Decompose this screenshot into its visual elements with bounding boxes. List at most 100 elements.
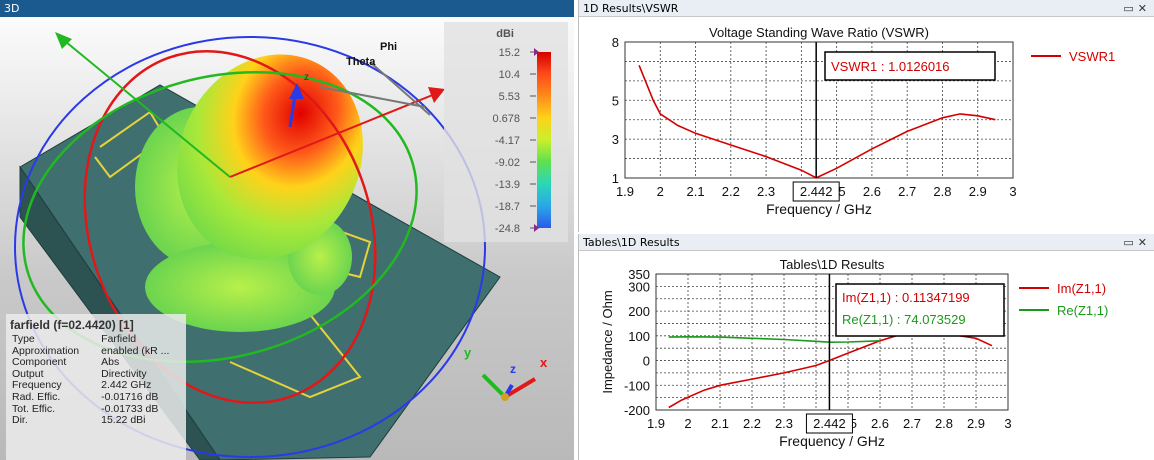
colorbar-tick-label: -18.7 <box>495 201 520 213</box>
colorbar-legend: dBi 15.2 10.4 5.53 0.678 -4.17 -9.02 -13.9 -18.7… <box>444 22 568 242</box>
marker-label: 2.442 <box>813 416 846 431</box>
y-tick-label: 350 <box>628 267 650 282</box>
triad-label-x: x <box>540 355 548 370</box>
axis-label-theta: Theta <box>346 56 376 68</box>
y-tick-label: 100 <box>628 329 650 344</box>
impedance-readout-box <box>835 283 1005 337</box>
y-tick-label: 0 <box>643 354 650 369</box>
axis-green-head <box>55 32 72 49</box>
marker-label: 2.442 <box>800 184 833 199</box>
y-tick-label: 5 <box>612 93 619 108</box>
info-value: Directivity <box>101 367 147 380</box>
info-value: Farfield <box>101 333 137 345</box>
info-value: 15.22 dBi <box>101 414 146 427</box>
triad-label-y: y <box>464 345 472 360</box>
pattern-lobe-bottom <box>145 242 335 332</box>
colorbar-tick-label: 10.4 <box>499 69 520 81</box>
farfield-3d-pane[interactable]: 3D <box>0 0 574 460</box>
colorbar-min-marker <box>534 224 539 232</box>
colorbar-tick-label: 15.2 <box>499 47 520 59</box>
impedance-chart[interactable]: Tables\1D Results1.922.12.22.32.42.52.62… <box>579 252 1154 460</box>
phi-circle-blue <box>14 36 486 458</box>
pane-z-titlebar[interactable]: Tables\1D Results ▭✕ <box>579 234 1154 251</box>
x-tick-label: 2 <box>657 184 664 199</box>
y-axis-label: Impedance / Ohm <box>600 290 615 393</box>
vswr-pane[interactable]: 1D Results\VSWR ▭✕ Voltage Standing Wave… <box>578 0 1154 232</box>
colorbar-unit: dBi <box>496 28 514 40</box>
info-key: Output <box>12 367 44 380</box>
axis-blue-head <box>289 83 304 99</box>
x-tick-label: 2.8 <box>933 184 951 199</box>
info-title: farfield (f=02.4420) [1] <box>10 318 134 332</box>
chart-title: Voltage Standing Wave Ratio (VSWR) <box>709 25 929 40</box>
x-tick-label: 2.7 <box>903 416 921 431</box>
y-tick-label: 8 <box>612 35 619 50</box>
x-tick-label: 2.9 <box>967 416 985 431</box>
info-row: Tot. Effic. -0.01733 dB <box>12 402 173 416</box>
impedance-pane[interactable]: Tables\1D Results ▭✕ Tables\1D Results 1.… <box>578 234 1154 460</box>
y-tick-label: 200 <box>628 304 650 319</box>
x-tick-label: 2 <box>684 416 691 431</box>
theta-circle-red <box>83 49 377 405</box>
vswr-readout: VSWR1 : 1.0126016 <box>831 59 950 74</box>
pane-z-controls[interactable]: ▭✕ <box>1123 236 1151 249</box>
info-key: Rad. Effic. <box>12 390 61 403</box>
info-row: Output Directivity <box>12 367 173 381</box>
x-tick-label: 2.6 <box>871 416 889 431</box>
x-tick-label: 3 <box>1004 416 1011 431</box>
info-value: Abs <box>101 356 120 369</box>
series-line <box>638 65 996 179</box>
info-row: Component Abs <box>12 357 173 369</box>
info-row: Approximation enabled (kR ... <box>12 344 173 358</box>
pane-3d-titlebar[interactable]: 3D <box>0 0 574 17</box>
triad-label-z: z <box>510 362 516 376</box>
axis-red-head <box>428 87 445 103</box>
orientation-triad: y z x <box>464 345 548 401</box>
circle-green <box>22 70 418 364</box>
info-table: Type Farfield Approximation enabled (kR ...… <box>12 333 173 427</box>
marker-label-box <box>805 413 853 434</box>
info-row: Rad. Effic. -0.01716 dB <box>12 390 173 404</box>
x-tick-label: 2.3 <box>775 416 793 431</box>
info-value: enabled (kR ... <box>101 344 170 357</box>
pane-vswr-titlebar[interactable]: 1D Results\VSWR ▭✕ <box>579 0 1154 17</box>
x-tick-label: 2.8 <box>935 416 953 431</box>
colorbar-tick-label: -24.8 <box>495 223 520 235</box>
pane-vswr-title: 1D Results\VSWR <box>583 2 679 15</box>
info-key: Approximation <box>12 344 80 357</box>
pane-vswr-controls[interactable]: ▭✕ <box>1123 2 1151 15</box>
x-axis-label: Frequency / GHz <box>779 433 885 449</box>
x-tick-label: 2.1 <box>687 184 705 199</box>
colorbar-tick-label: -9.02 <box>495 157 520 169</box>
x-tick-label: 2.7 <box>898 184 916 199</box>
legend-label: VSWR1 <box>1069 49 1115 64</box>
farfield-info-panel: farfield (f=02.4420) [1] Type Farfield App… <box>6 314 186 460</box>
colorbar-tick-label: -13.9 <box>495 179 520 191</box>
axis-red <box>229 91 441 178</box>
x-tick-label: 2.6 <box>863 184 881 199</box>
vswr-chart[interactable]: Voltage Standing Wave Ratio (VSWR) 1.9 2 2.… <box>579 18 1154 232</box>
info-row: Dir. 15.22 dBi <box>12 415 173 427</box>
x-tick-label: 2.1 <box>711 416 729 431</box>
axis-green <box>59 36 231 178</box>
info-value: 2.442 GHz <box>101 379 152 392</box>
info-key: Type <box>12 333 35 345</box>
colorbar-tick-label: -4.17 <box>495 135 520 147</box>
colorbar-max-marker <box>534 48 539 56</box>
legend-label: Re(Z1,1) <box>1057 303 1108 318</box>
x-axis-label: Frequency / GHz <box>766 201 872 217</box>
x-tick-label: 3 <box>1009 184 1016 199</box>
info-value: -0.01716 dB <box>101 390 159 403</box>
farfield-3d-view[interactable]: Theta Phi z y z x <box>0 17 574 460</box>
info-value: -0.01733 dB <box>101 402 159 415</box>
colorbar: dBi 15.2 10.4 5.53 0.678 -4.17 -9.02 -13.9 -18.7… <box>492 28 551 235</box>
pane-z-title: Tables\1D Results <box>583 236 680 249</box>
x-tick-label: 2.9 <box>969 184 987 199</box>
axis-label-z-top: z <box>304 72 309 83</box>
colorbar-tick-label: 0.678 <box>492 113 520 125</box>
x-tick-label: 2.2 <box>722 184 740 199</box>
pane-3d-title: 3D <box>4 2 20 15</box>
marker-label-box <box>792 181 840 202</box>
x-tick-label: 2.2 <box>743 416 761 431</box>
y-tick-label: -100 <box>624 378 650 393</box>
